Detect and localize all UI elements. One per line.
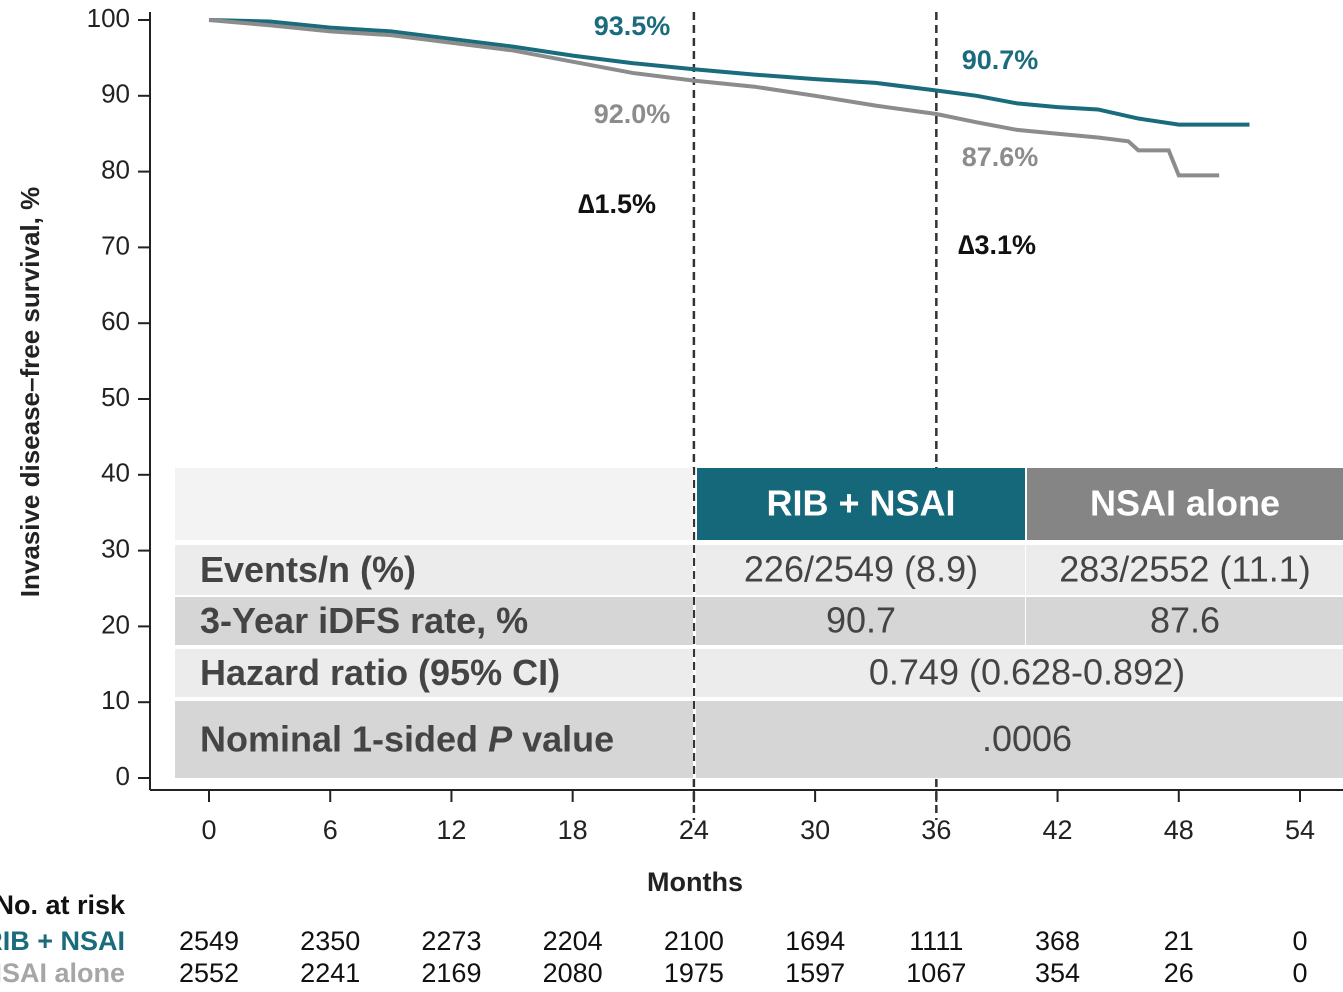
- annotation: ∆1.5%: [578, 189, 656, 219]
- annotation: ∆3.1%: [958, 230, 1036, 260]
- annotation: 90.7%: [962, 45, 1039, 75]
- table-row-label: Events/n (%): [200, 549, 416, 590]
- risk-count: 2273: [421, 926, 481, 956]
- table-row-label-part: value: [522, 718, 614, 759]
- table-cell: [696, 649, 1343, 697]
- y-tick-label: 20: [101, 609, 130, 639]
- annotation: 87.6%: [962, 142, 1039, 172]
- table-cell-text: 90.7: [826, 600, 896, 641]
- table-row-label: Hazard ratio (95% CI): [200, 652, 560, 693]
- risk-count: 2549: [179, 926, 239, 956]
- risk-row-name: RIB + NSAI: [0, 926, 125, 956]
- table-cell-text: 87.6: [1150, 600, 1220, 641]
- y-axis-title: Invasive disease–free survival, %: [15, 187, 45, 598]
- y-tick-label: 60: [101, 306, 130, 336]
- risk-table-title: No. at risk: [0, 890, 126, 920]
- table-cell-text: .0006: [982, 718, 1072, 759]
- risk-count: 2169: [421, 958, 481, 988]
- risk-count: 21: [1164, 926, 1194, 956]
- risk-count: 26: [1164, 958, 1194, 988]
- risk-count: 2100: [664, 926, 724, 956]
- risk-count: 2080: [543, 958, 603, 988]
- survival-curve: [208, 18, 1250, 127]
- risk-count: 0: [1292, 926, 1307, 956]
- x-tick-label: 12: [436, 815, 466, 845]
- table-header: NSAI alone: [1090, 483, 1280, 524]
- table-cell: [696, 545, 1025, 595]
- x-tick-label: 30: [800, 815, 830, 845]
- table-header-cell: [697, 468, 1025, 540]
- y-tick-label: 30: [101, 533, 130, 563]
- table-blank-header: [175, 468, 693, 540]
- table-cell-text: 283/2552 (11.1): [1059, 549, 1311, 590]
- table-row-label-part: 3-Year iDFS rate, %: [200, 600, 528, 641]
- risk-count: 1067: [906, 958, 966, 988]
- risk-count: 354: [1035, 958, 1080, 988]
- y-tick-label: 10: [101, 685, 130, 715]
- table-cell: [1026, 545, 1343, 595]
- table-cell-text: 226/2549 (8.9): [744, 549, 978, 590]
- survival-curve: [208, 18, 1220, 178]
- table-header-cell: [1027, 468, 1343, 540]
- risk-count: 2552: [179, 958, 239, 988]
- table-row-label-cell: [175, 701, 693, 778]
- table-cell: [696, 597, 1025, 645]
- risk-row-name: NSAI alone: [0, 958, 125, 988]
- y-tick-label: 0: [116, 761, 130, 791]
- x-tick-label: 6: [323, 815, 338, 845]
- y-tick-label: 70: [101, 230, 130, 260]
- x-tick-label: 42: [1043, 815, 1073, 845]
- table-row-label-cell: [175, 649, 693, 697]
- table-row-label-cell: [175, 597, 693, 645]
- y-tick-label: 50: [101, 382, 130, 412]
- x-axis-title: Months: [647, 867, 743, 897]
- table-row-label-part: Nominal 1-sided: [200, 718, 478, 759]
- table-row-label-part: P: [488, 718, 513, 759]
- annotation: 93.5%: [594, 11, 671, 41]
- table-cell: [1026, 597, 1343, 645]
- risk-count: 1975: [664, 958, 724, 988]
- table-header: RIB + NSAI: [766, 483, 955, 524]
- table-cell-text: 0.749 (0.628-0.892): [869, 652, 1185, 693]
- annotation: 92.0%: [594, 99, 671, 129]
- x-tick-label: 24: [679, 815, 709, 845]
- risk-count: 2241: [300, 958, 360, 988]
- x-tick-label: 0: [201, 815, 216, 845]
- y-tick-label: 90: [101, 79, 130, 109]
- table-row-label-part: Events/n (%): [200, 549, 416, 590]
- y-tick-label: 100: [87, 3, 130, 33]
- table-row-label: 3-Year iDFS rate, %: [200, 600, 528, 641]
- risk-count: 1597: [785, 958, 845, 988]
- x-tick-label: 48: [1164, 815, 1194, 845]
- x-tick-label: 36: [921, 815, 951, 845]
- risk-count: 368: [1035, 926, 1080, 956]
- risk-count: 2204: [543, 926, 603, 956]
- risk-count: 0: [1292, 958, 1307, 988]
- table-cell: [696, 701, 1343, 778]
- risk-count: 1111: [909, 926, 963, 956]
- x-tick-label: 18: [558, 815, 588, 845]
- table-row-label-cell: [175, 545, 693, 595]
- y-tick-label: 80: [101, 154, 130, 184]
- risk-count: 2350: [300, 926, 360, 956]
- table-row-label-part: Hazard ratio (95% CI): [200, 652, 560, 693]
- y-tick-label: 40: [101, 458, 130, 488]
- risk-count: 1694: [785, 926, 845, 956]
- x-tick-label: 54: [1285, 815, 1315, 845]
